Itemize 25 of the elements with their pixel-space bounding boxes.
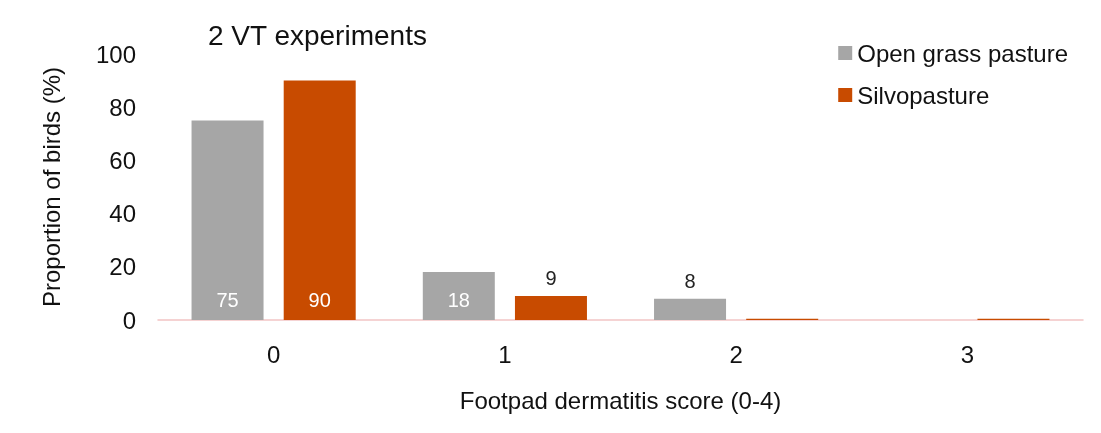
legend-label: Open grass pasture [857, 39, 1069, 67]
y-tick-label: 100 [95, 40, 136, 68]
legend-label: Silvopasture [857, 81, 990, 109]
y-tick-label: 20 [109, 253, 136, 281]
data-label: 90 [308, 289, 331, 311]
chart-title: 2 VT experiments [208, 19, 427, 51]
x-axis-title: Footpad dermatitis score (0-4) [459, 386, 782, 414]
bar [283, 80, 356, 320]
y-tick-label: 60 [109, 146, 136, 174]
x-tick-label: 0 [266, 340, 281, 368]
data-label: 18 [447, 289, 470, 311]
bar [191, 120, 264, 320]
x-tick-label: 3 [960, 340, 975, 368]
bar [654, 298, 727, 320]
y-axis-title: Proportion of birds (%) [37, 66, 65, 308]
data-label: 75 [216, 289, 239, 311]
y-tick-label: 80 [109, 93, 136, 121]
data-label: 9 [545, 267, 557, 290]
data-label: 8 [684, 269, 696, 292]
bar [514, 296, 587, 320]
x-tick-label: 2 [729, 340, 743, 368]
bar [422, 272, 495, 320]
y-tick-label: 0 [122, 306, 136, 334]
x-tick-label: 1 [498, 340, 512, 368]
y-tick-label: 40 [109, 200, 136, 228]
